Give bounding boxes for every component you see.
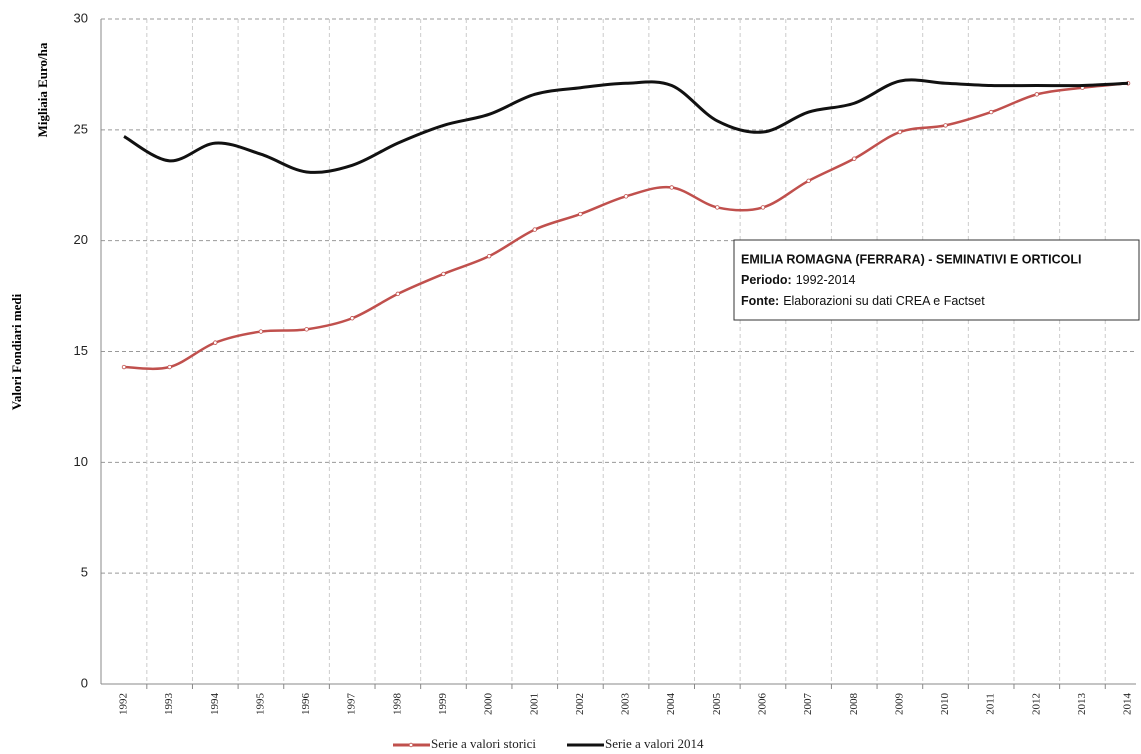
x-tick-label: 2005: [711, 693, 723, 716]
x-tick-label: 1996: [300, 693, 312, 716]
point-marker: [532, 227, 537, 232]
x-tick-label: 1993: [163, 693, 175, 716]
point-marker: [852, 156, 857, 161]
x-tick-label: 2003: [620, 693, 632, 716]
point-marker: [943, 123, 948, 128]
legend-label: Serie a valori 2014: [605, 736, 704, 751]
point-marker: [213, 340, 218, 345]
x-tick-label: 2008: [848, 693, 860, 716]
x-tick-label: 2013: [1076, 693, 1088, 716]
y-tick-label: 0: [81, 675, 88, 690]
point-marker: [441, 271, 446, 277]
annotation-label: Periodo:: [741, 273, 792, 287]
x-tick-label: 2006: [756, 693, 768, 716]
point-marker: [258, 329, 264, 334]
point-marker: [486, 253, 492, 259]
annotation-title: Emilia Romagna (Ferrara) - Seminativi e …: [741, 252, 1082, 266]
y-tick-label: 25: [74, 121, 88, 136]
x-tick-label: 1997: [346, 693, 358, 716]
legend-label: Serie a valori storici: [431, 736, 536, 751]
annotation-text: 1992-2014: [796, 273, 856, 287]
point-marker: [715, 205, 720, 210]
x-tick-label: 2007: [802, 693, 814, 716]
point-marker: [897, 129, 903, 135]
series-line: [123, 82, 1129, 371]
series-line: [123, 78, 1129, 174]
x-tick-label: 2012: [1030, 693, 1042, 715]
annotation-line: Periodo: 1992-2014: [741, 273, 856, 287]
point-marker: [304, 327, 309, 332]
x-tick-label: 2014: [1122, 693, 1134, 716]
point-marker: [121, 364, 127, 370]
y-tick-label: 15: [74, 343, 88, 358]
point-marker: [395, 291, 401, 297]
x-tick-label: 2000: [483, 693, 495, 716]
x-tick-label: 2010: [939, 693, 951, 716]
point-marker: [167, 364, 172, 370]
y-axis-unit: Migliaia Euro/ha: [35, 42, 50, 137]
annotation-box: [733, 239, 1140, 321]
point-marker: [669, 185, 674, 190]
x-tick-label: 1995: [254, 693, 266, 716]
x-tick-label: 1998: [391, 693, 403, 716]
y-tick-label: 20: [74, 232, 88, 247]
y-tick-label: 30: [74, 10, 88, 25]
x-tick-label: 1999: [437, 693, 449, 716]
point-marker: [806, 178, 811, 184]
annotation-label: Fonte:: [741, 294, 779, 308]
y-axis-label: Valori Fondiari medi: [9, 293, 24, 410]
point-marker: [350, 316, 355, 321]
point-marker: [578, 211, 583, 217]
point-marker: [988, 109, 994, 115]
x-tick-label: 2004: [665, 693, 677, 716]
annotation-line: Fonte: Elaborazioni su dati CREA e Factse…: [741, 294, 985, 308]
point-marker: [1034, 92, 1039, 97]
y-tick-label: 5: [81, 565, 88, 580]
x-tick-label: 2011: [985, 693, 997, 715]
x-tick-label: 2009: [893, 693, 905, 716]
y-tick-label: 10: [74, 454, 88, 469]
x-tick-label: 1994: [209, 693, 221, 716]
x-tick-label: 2002: [574, 693, 586, 715]
point-marker: [623, 194, 629, 199]
annotation-text: Elaborazioni su dati CREA e Factset: [783, 294, 985, 308]
x-tick-label: 2001: [528, 693, 540, 715]
legend-marker: [408, 742, 414, 748]
point-marker: [760, 205, 766, 210]
x-tick-label: 1992: [118, 693, 130, 715]
